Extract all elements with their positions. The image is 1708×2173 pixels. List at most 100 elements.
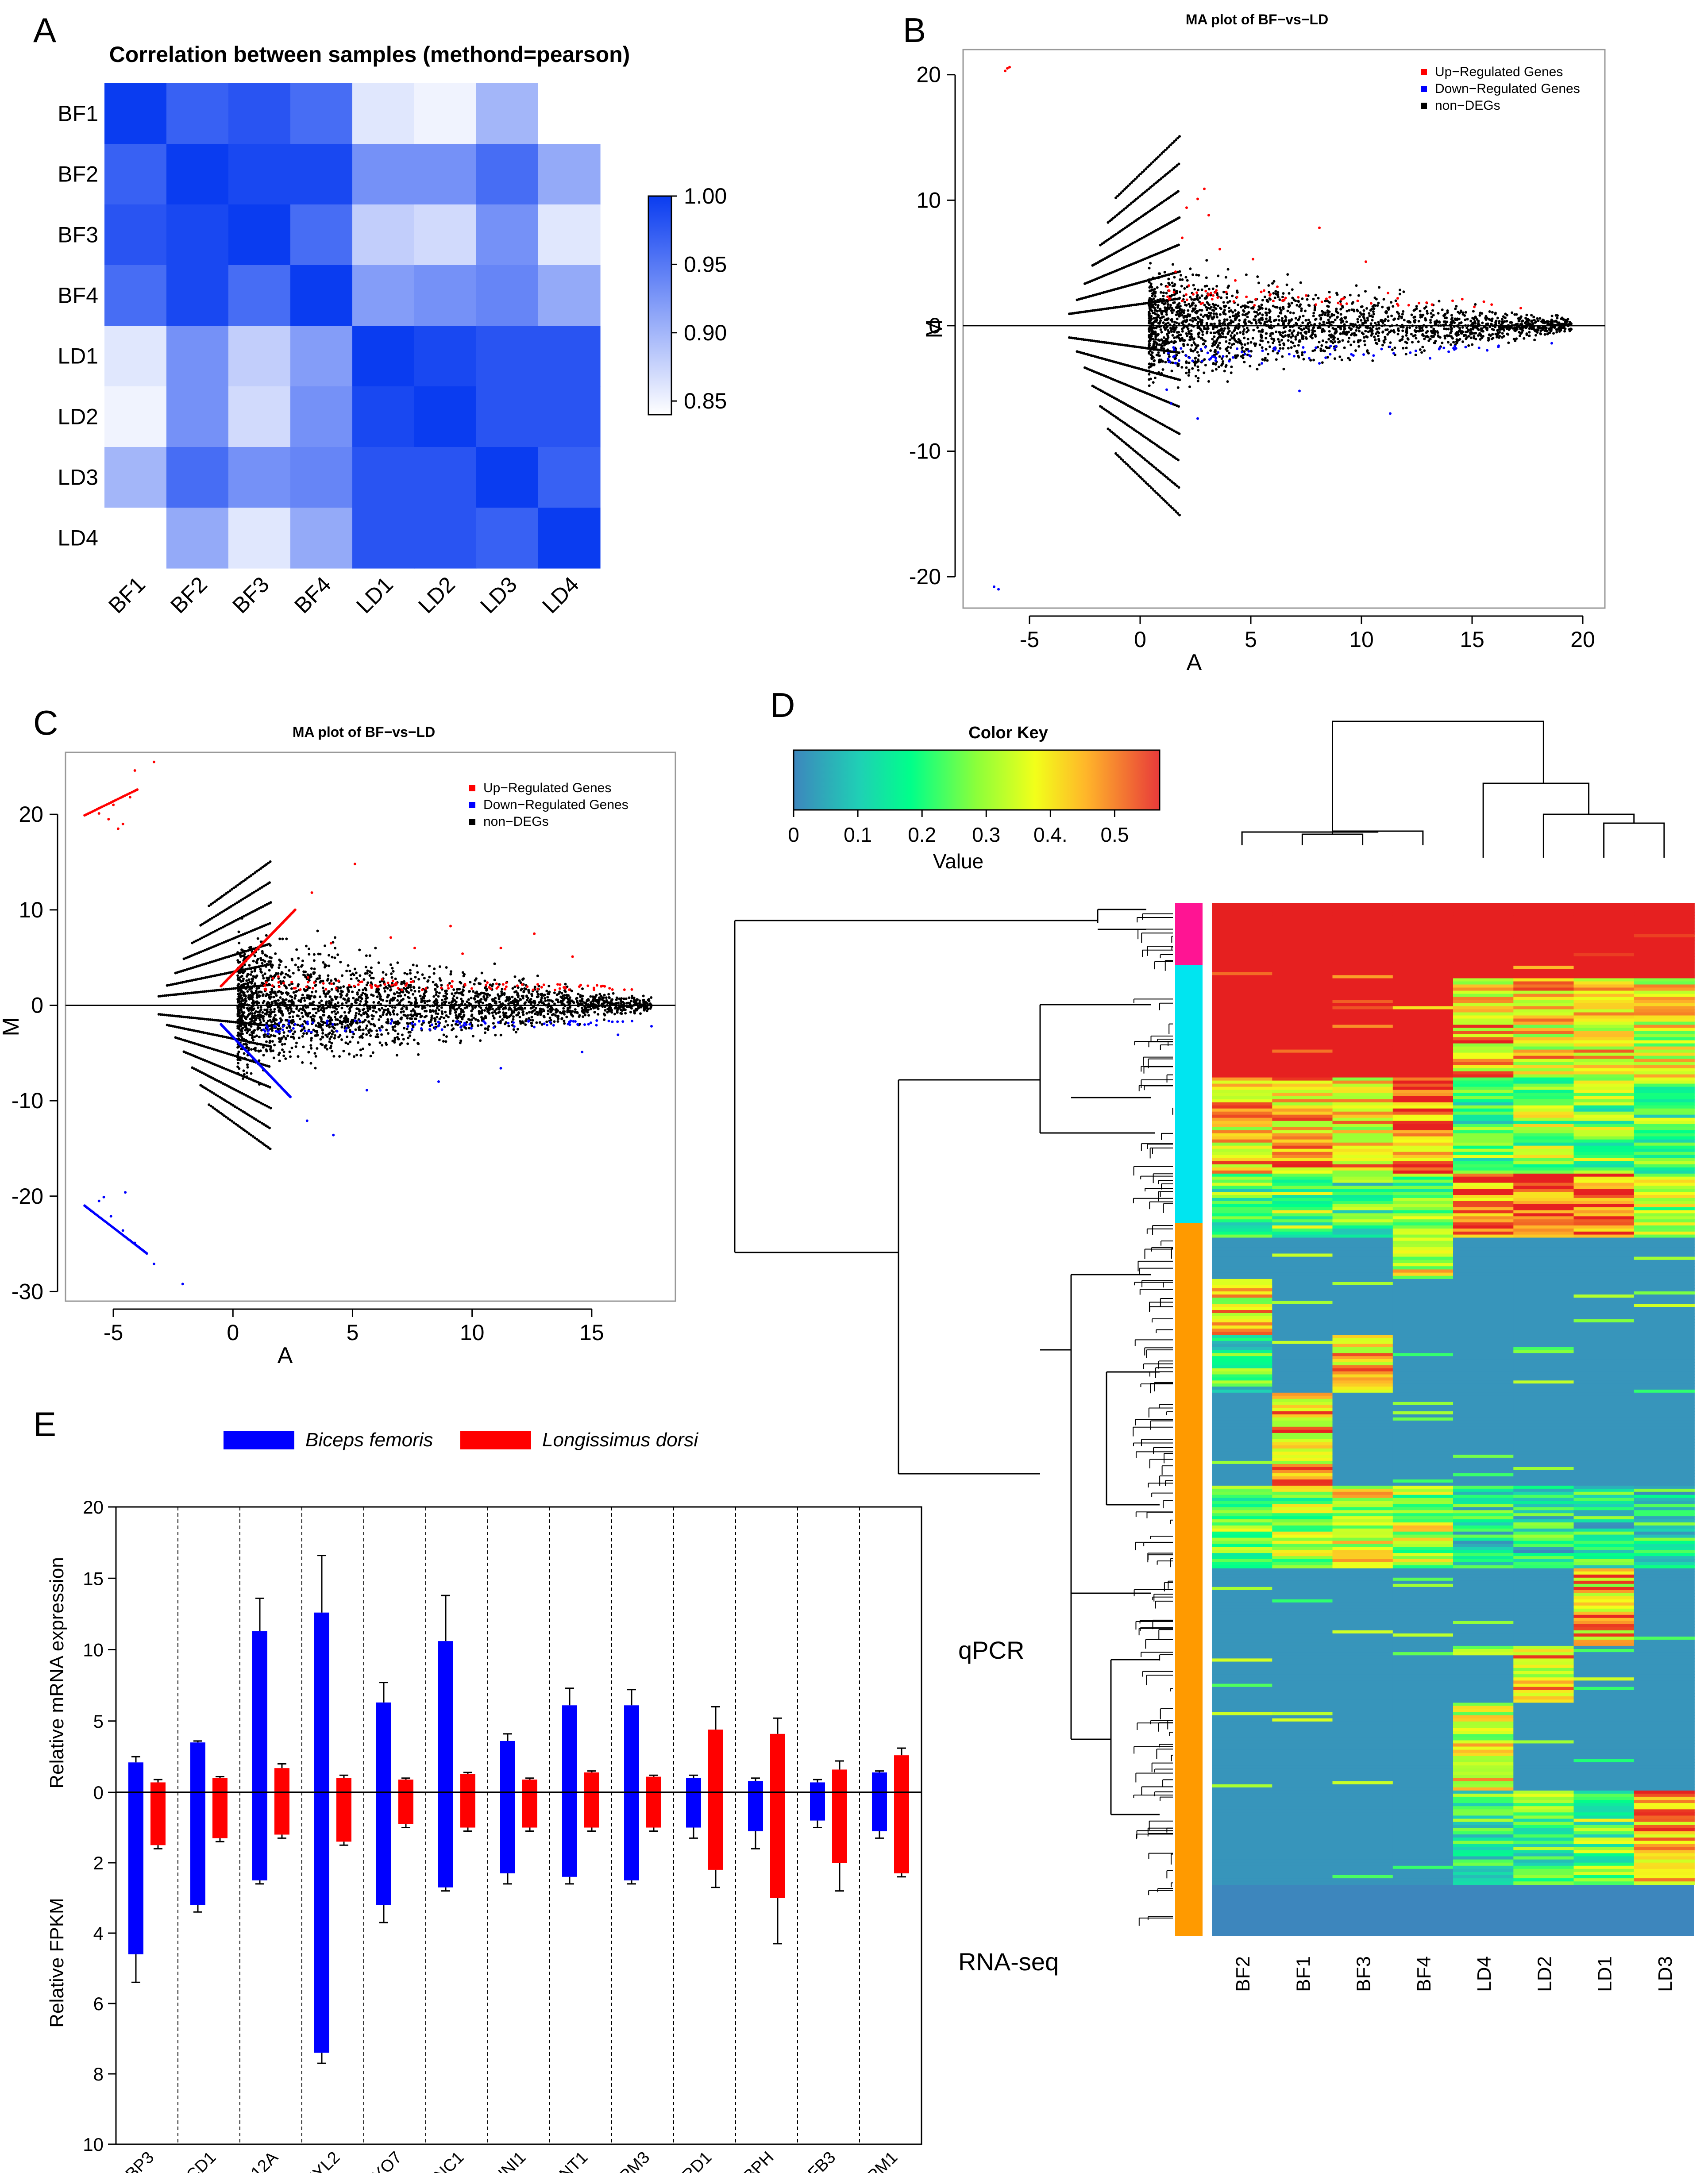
- down-point: [1200, 360, 1203, 363]
- nondeg-point: [1243, 361, 1246, 364]
- nondeg-point: [1260, 330, 1263, 333]
- nondeg-point: [1469, 333, 1472, 335]
- nondeg-point: [1321, 361, 1324, 364]
- nondeg-point: [484, 1015, 487, 1018]
- nondeg-point: [278, 963, 281, 967]
- nondeg-point: [1160, 344, 1163, 347]
- nondeg-point: [1215, 285, 1218, 288]
- nondeg-point: [1426, 312, 1429, 315]
- nondeg-point: [365, 983, 368, 986]
- nondeg-point: [1144, 190, 1147, 193]
- corr-cell: [228, 386, 291, 447]
- nondeg-point: [605, 996, 608, 999]
- nondeg-point: [1163, 309, 1166, 312]
- corr-cell: [352, 144, 415, 205]
- nondeg-point: [1197, 321, 1200, 324]
- nondeg-point: [1379, 319, 1382, 322]
- nondeg-point: [1515, 328, 1518, 331]
- nondeg-point: [274, 952, 277, 955]
- nondeg-point: [431, 1009, 434, 1012]
- nondeg-point: [1452, 341, 1455, 344]
- nondeg-point: [1188, 371, 1191, 374]
- nondeg-point: [1340, 358, 1343, 362]
- nondeg-point: [1301, 321, 1304, 324]
- nondeg-point: [548, 1016, 551, 1019]
- nondeg-point: [1160, 338, 1163, 341]
- nondeg-point: [1446, 334, 1449, 337]
- nondeg-point: [1132, 469, 1135, 472]
- nondeg-point: [262, 1024, 266, 1027]
- nondeg-point: [310, 1036, 313, 1040]
- nondeg-point: [1473, 322, 1476, 325]
- nondeg-point: [1131, 448, 1134, 451]
- nondeg-point: [482, 1002, 484, 1005]
- nondeg-point: [215, 989, 218, 992]
- nondeg-point: [1169, 319, 1172, 322]
- nondeg-point: [1191, 303, 1194, 305]
- nondeg-point: [1510, 326, 1513, 329]
- nondeg-point: [1420, 351, 1423, 354]
- nondeg-point: [1205, 331, 1208, 335]
- down-point: [1303, 351, 1306, 354]
- nondeg-point: [1284, 330, 1287, 333]
- nondeg-point: [349, 1040, 352, 1044]
- nondeg-point: [1371, 305, 1374, 308]
- corr-cell: [352, 386, 415, 447]
- nondeg-point: [1393, 331, 1396, 334]
- nondeg-point: [1261, 299, 1264, 302]
- nondeg-point: [1172, 301, 1175, 304]
- nondeg-point: [1467, 335, 1470, 338]
- nondeg-point: [1447, 341, 1450, 344]
- up-point: [1235, 296, 1238, 299]
- nondeg-point: [1401, 329, 1404, 332]
- nondeg-point: [266, 1035, 269, 1038]
- nondeg-point: [1148, 345, 1151, 348]
- up-point: [1172, 291, 1176, 294]
- nondeg-point: [1261, 318, 1264, 321]
- nondeg-point: [293, 997, 297, 1000]
- nondeg-point: [1212, 315, 1215, 318]
- nondeg-point: [1520, 331, 1523, 334]
- nondeg-point: [1393, 347, 1396, 349]
- down-point: [1222, 355, 1225, 358]
- nondeg-point: [1226, 301, 1229, 304]
- nondeg-point: [1381, 343, 1384, 347]
- nondeg-point: [1450, 318, 1453, 321]
- nondeg-point: [1162, 298, 1165, 301]
- nondeg-point: [1213, 304, 1215, 307]
- nondeg-point: [1494, 312, 1497, 315]
- nondeg-point: [498, 1001, 501, 1003]
- nondeg-point: [1458, 338, 1461, 341]
- nondeg-point: [1312, 297, 1315, 301]
- nondeg-point: [1282, 347, 1284, 350]
- nondeg-point: [283, 984, 286, 987]
- nondeg-point: [1307, 294, 1310, 297]
- nondeg-point: [1502, 315, 1505, 318]
- nondeg-point: [1343, 346, 1346, 349]
- nondeg-point: [1159, 154, 1161, 157]
- nondeg-point: [348, 1009, 351, 1013]
- nondeg-point: [1219, 313, 1222, 316]
- nondeg-point: [1173, 509, 1176, 512]
- nondeg-point: [1453, 321, 1456, 324]
- up-point: [1430, 303, 1434, 306]
- nondeg-point: [1169, 295, 1172, 298]
- nondeg-point: [1217, 366, 1220, 369]
- nondeg-point: [1250, 350, 1253, 353]
- nondeg-point: [1180, 366, 1184, 369]
- nondeg-point: [1194, 356, 1197, 359]
- nondeg-point: [602, 1012, 605, 1015]
- nondeg-point: [1119, 211, 1122, 214]
- nondeg-point: [1163, 174, 1166, 177]
- nondeg-point: [1179, 290, 1182, 293]
- nondeg-point: [1141, 171, 1144, 174]
- nondeg-point: [1474, 326, 1477, 329]
- nondeg-point: [1555, 331, 1558, 334]
- nondeg-point: [1203, 342, 1206, 345]
- panel-a-title: Correlation between samples (methond=pea…: [109, 42, 630, 67]
- nondeg-point: [1166, 306, 1169, 309]
- nondeg-point: [1496, 316, 1499, 320]
- nondeg-point: [1555, 328, 1558, 331]
- nondeg-point: [1172, 167, 1175, 170]
- nondeg-point: [161, 994, 164, 998]
